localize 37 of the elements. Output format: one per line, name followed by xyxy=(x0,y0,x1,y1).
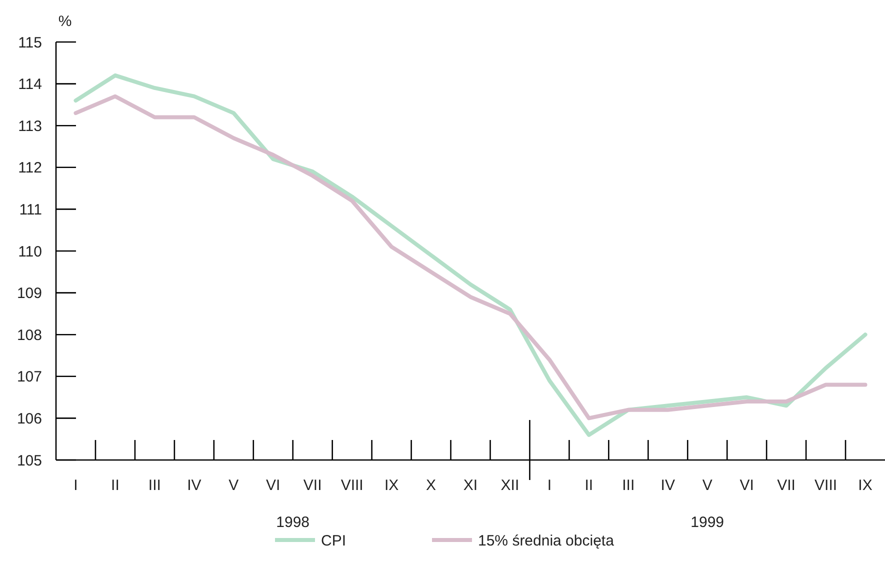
text: 1998 xyxy=(276,514,310,531)
x-tick-label: VI xyxy=(266,477,280,494)
y-tick-label: 105 xyxy=(16,452,42,470)
x-tick-label: IV xyxy=(660,477,675,494)
x-tick-label: VIII xyxy=(340,477,364,494)
x-tick-label: IX xyxy=(858,477,872,494)
x-tick-label: XII xyxy=(500,477,520,494)
y-tick-label: 113 xyxy=(18,118,42,135)
y-tick-label: 108 xyxy=(16,326,42,344)
text: 1999 xyxy=(690,514,724,531)
y-tick-label: 111 xyxy=(19,201,42,218)
y-tick-label: 109 xyxy=(16,285,42,302)
y-tick-label: 106 xyxy=(16,410,42,428)
x-tick-label: II xyxy=(111,477,120,494)
x-tick-label: III xyxy=(622,477,635,494)
legend-label: CPI xyxy=(321,532,346,550)
x-tick-label: VIII xyxy=(814,477,838,494)
y-tick-label: 107 xyxy=(16,368,42,386)
x-tick-label: VII xyxy=(303,477,322,494)
y-tick-label: 112 xyxy=(18,160,42,177)
x-tick-label: I xyxy=(74,477,78,494)
x-tick-label: III xyxy=(148,477,161,494)
y-tick-label: 115 xyxy=(18,34,42,52)
x-tick-label: V xyxy=(228,477,239,494)
legend-label: 15% średnia obcięta xyxy=(478,532,615,550)
x-tick-label: IX xyxy=(384,477,399,494)
x-tick-label: VII xyxy=(777,477,796,494)
x-tick-label: II xyxy=(584,477,594,494)
x-tick-label: I xyxy=(547,477,552,494)
y-axis-title: % xyxy=(58,13,72,30)
y-tick-label: 114 xyxy=(18,76,42,94)
x-tick-label: V xyxy=(702,477,712,494)
x-tick-label: XI xyxy=(463,477,478,494)
x-tick-label: VI xyxy=(740,477,754,494)
x-tick-label: X xyxy=(426,477,436,494)
y-tick-label: 110 xyxy=(18,243,42,260)
x-tick-label: IV xyxy=(187,477,202,494)
